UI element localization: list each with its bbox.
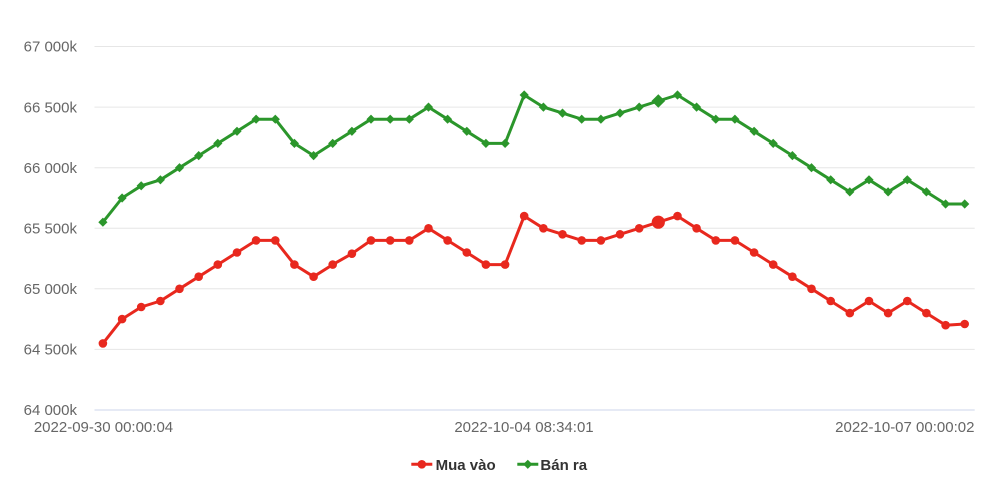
- svg-text:Bán ra: Bán ra: [540, 457, 587, 474]
- svg-text:2022-10-04 08:34:01: 2022-10-04 08:34:01: [454, 419, 593, 436]
- svg-text:2022-10-07 00:00:02: 2022-10-07 00:00:02: [835, 419, 974, 436]
- svg-text:64 500k: 64 500k: [24, 342, 78, 359]
- svg-text:66 000k: 66 000k: [24, 160, 78, 177]
- svg-text:65 000k: 65 000k: [24, 281, 78, 298]
- svg-text:Mua vào: Mua vào: [436, 457, 496, 474]
- svg-text:2022-09-30 00:00:04: 2022-09-30 00:00:04: [34, 419, 173, 436]
- svg-text:66 500k: 66 500k: [24, 99, 78, 116]
- svg-text:64 000k: 64 000k: [24, 402, 78, 419]
- svg-text:65 500k: 65 500k: [24, 221, 78, 238]
- svg-text:67 000k: 67 000k: [24, 39, 78, 56]
